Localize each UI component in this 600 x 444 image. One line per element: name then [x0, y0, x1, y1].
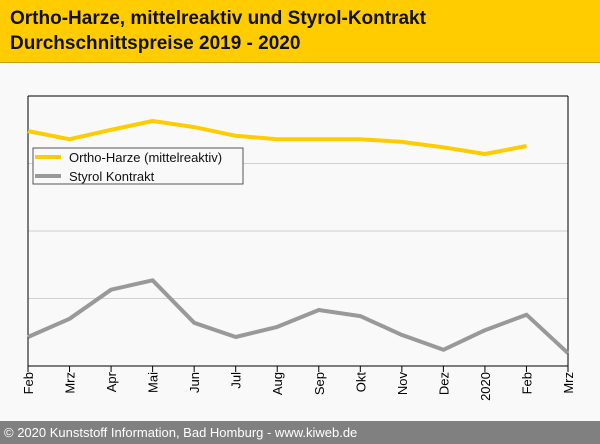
x-tick-label: Mrz [63, 372, 78, 394]
line-chart: Feb Mrz Apr Mai Jun Jul Aug Sep Okt Nov Dez 2020 Feb… [21, 95, 576, 401]
x-tick-label: Dez [436, 372, 451, 395]
x-tick-label: Apr [104, 371, 119, 392]
legend-label: Ortho-Harze (mittelreaktiv) [69, 150, 222, 165]
legend-label: Styrol Kontrakt [69, 169, 155, 184]
footer-text: © 2020 Kunststoff Information, Bad Hombu… [4, 425, 358, 440]
x-tick-label: 2020 [478, 372, 493, 401]
x-tick-label: Sep [312, 372, 327, 395]
x-tick-label: Jun [187, 372, 202, 393]
x-tick-label: Feb [519, 372, 534, 394]
chart-title-line1: Ortho-Harze, mittelreaktiv und Styrol-Ko… [10, 8, 426, 29]
x-tick-label: Feb [21, 372, 36, 394]
copyright-footer: © 2020 Kunststoff Information, Bad Hombu… [0, 421, 600, 444]
x-tick-label: Aug [270, 372, 285, 395]
x-tick-label: Mai [146, 372, 161, 393]
x-tick-label: Jul [229, 372, 244, 389]
x-tick-label: Nov [395, 372, 410, 396]
chart-header: Ortho-Harze, mittelreaktiv und Styrol-Ko… [0, 0, 600, 63]
chart-title-line2: Durchschnittspreise 2019 - 2020 [10, 33, 301, 54]
legend-box [32, 147, 244, 185]
series-line-1 [27, 278, 570, 355]
x-tick-label: Okt [353, 372, 368, 393]
x-tick-label: Mrz [561, 372, 576, 394]
